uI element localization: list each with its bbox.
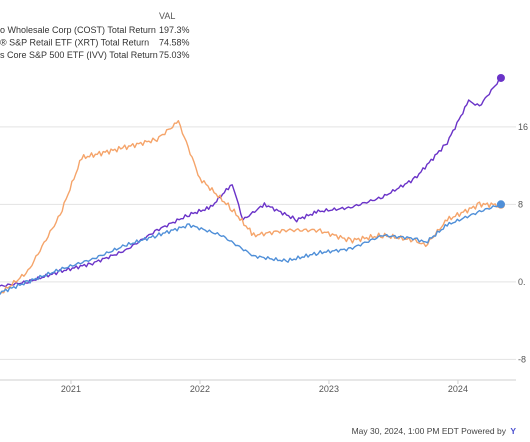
ycharts-logo: Y: [510, 426, 516, 436]
legend-value: 75.03%: [159, 50, 190, 60]
x-tick-label: 2023: [319, 384, 339, 394]
legend-value-header: VAL: [159, 11, 175, 21]
series-line: [0, 120, 502, 295]
footer-timestamp: May 30, 2024, 1:00 PM EDT: [351, 426, 459, 436]
legend-label: o Wholesale Corp (COST) Total Return: [0, 25, 156, 35]
y-tick-label: 0.: [518, 277, 526, 287]
footer-powered-by: Powered by: [461, 426, 506, 436]
series-line: [0, 203, 502, 296]
y-tick-label: 8: [518, 199, 523, 209]
series-line: [0, 77, 502, 288]
y-tick-label: 16: [518, 122, 528, 132]
x-axis: 2021 2022 2023 2024: [0, 379, 516, 394]
y-axis: 16 8 0. -8: [518, 122, 528, 365]
legend-entry: o Wholesale Corp (COST) Total Return 197.…: [0, 25, 190, 35]
series-layer: [0, 73, 505, 296]
legend-label: ® S&P Retail ETF (XRT) Total Return: [0, 38, 149, 48]
legend-entry: ® S&P Retail ETF (XRT) Total Return 74.58…: [0, 38, 190, 48]
legend-value: 197.3%: [159, 25, 190, 35]
x-tick-label: 2024: [448, 384, 468, 394]
x-tick-label: 2022: [190, 384, 210, 394]
legend: VAL o Wholesale Corp (COST) Total Return…: [0, 11, 190, 60]
grid: [0, 126, 516, 360]
legend-value: 74.58%: [159, 38, 190, 48]
footer: May 30, 2024, 1:00 PM EDT Powered by Y: [352, 426, 516, 436]
legend-label: s Core S&P 500 ETF (IVV) Total Return: [0, 50, 158, 60]
series-end-marker: [496, 200, 505, 209]
series-end-marker: [496, 73, 505, 82]
y-tick-label: -8: [518, 354, 526, 364]
x-tick-label: 2021: [61, 384, 81, 394]
legend-entry: s Core S&P 500 ETF (IVV) Total Return 75.…: [0, 50, 190, 60]
